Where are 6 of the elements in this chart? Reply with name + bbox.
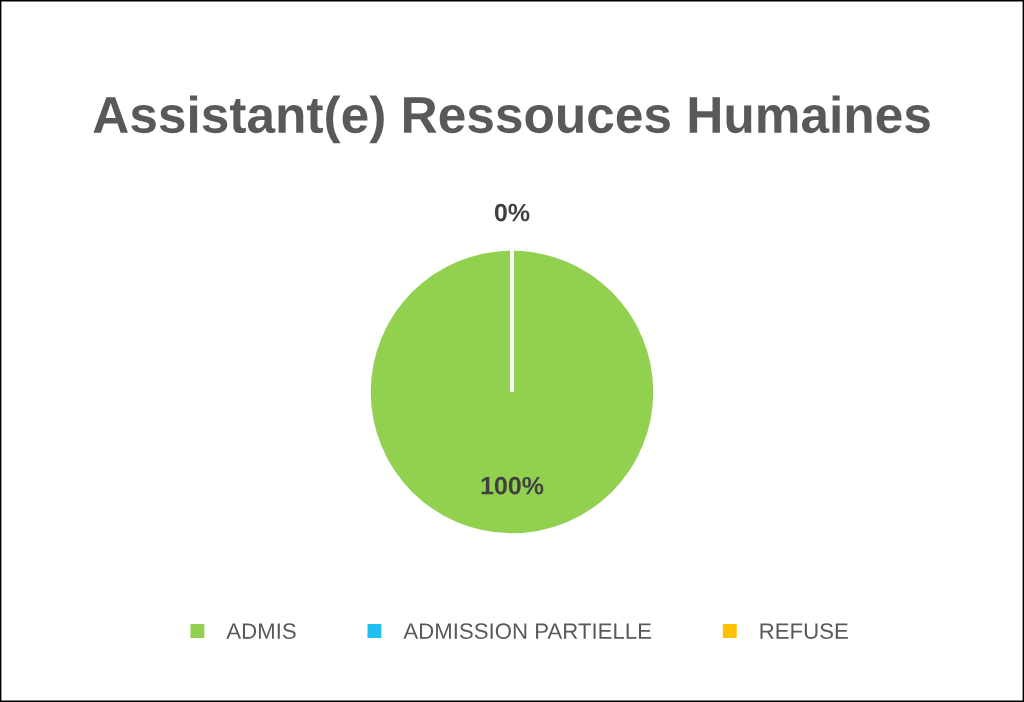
legend-label: ADMISSION PARTIELLE	[403, 623, 652, 639]
chart-title: Assistant(e) Ressouces Humaines	[93, 95, 930, 144]
data-label: 100%	[481, 476, 544, 495]
legend-label: ADMIS	[226, 623, 296, 639]
text: 0%	[494, 203, 530, 222]
legend-label: REFUSE	[760, 623, 848, 639]
